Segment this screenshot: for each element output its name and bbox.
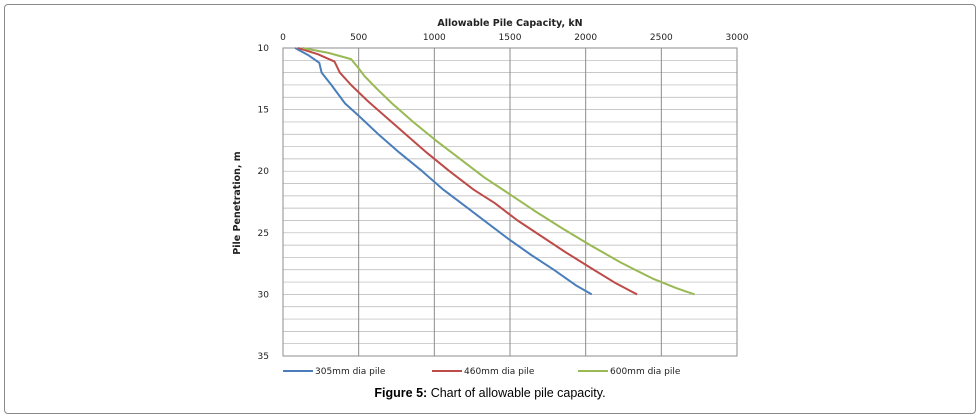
x-tick-labels: 0 500 1000 1500 2000 2500 3000: [280, 33, 749, 43]
series-line: [294, 47, 593, 296]
y-tick-labels: 10 15 20 25 30 35: [258, 44, 270, 362]
x-tick-label: 1000: [423, 33, 446, 43]
x-tick-label: 2500: [650, 33, 673, 43]
y-tick-label: 25: [258, 229, 269, 239]
series-lines: [294, 47, 695, 296]
legend-label: 460mm dia pile: [464, 367, 535, 377]
x-tick-label: 0: [280, 33, 286, 43]
legend: 305mm dia pile 460mm dia pile 600mm dia pi…: [283, 367, 681, 377]
series-line: [297, 47, 638, 296]
plot-area-border: [282, 47, 738, 357]
y-tick-label: 35: [258, 352, 269, 362]
y-tick-label: 20: [258, 167, 270, 177]
chart-grid: [282, 47, 738, 357]
caption-text: Chart of allowable pile capacity.: [427, 386, 606, 400]
legend-label: 305mm dia pile: [315, 367, 386, 377]
pile-capacity-chart: Allowable Pile Capacity, kN Pile Penetra…: [232, 18, 749, 377]
figure-caption: Figure 5: Chart of allowable pile capaci…: [0, 386, 980, 400]
x-tick-label: 500: [350, 33, 367, 43]
x-tick-label: 1500: [499, 33, 522, 43]
y-tick-label: 30: [258, 290, 270, 300]
series-line: [302, 47, 695, 296]
x-tick-label: 3000: [726, 33, 749, 43]
x-tick-label: 2000: [574, 33, 597, 43]
y-axis-title: Pile Penetration, m: [232, 151, 243, 254]
y-tick-label: 10: [258, 44, 270, 54]
caption-label: Figure 5:: [374, 386, 428, 400]
y-tick-label: 15: [258, 106, 269, 116]
x-axis-title: Allowable Pile Capacity, kN: [437, 18, 582, 29]
legend-label: 600mm dia pile: [610, 367, 681, 377]
